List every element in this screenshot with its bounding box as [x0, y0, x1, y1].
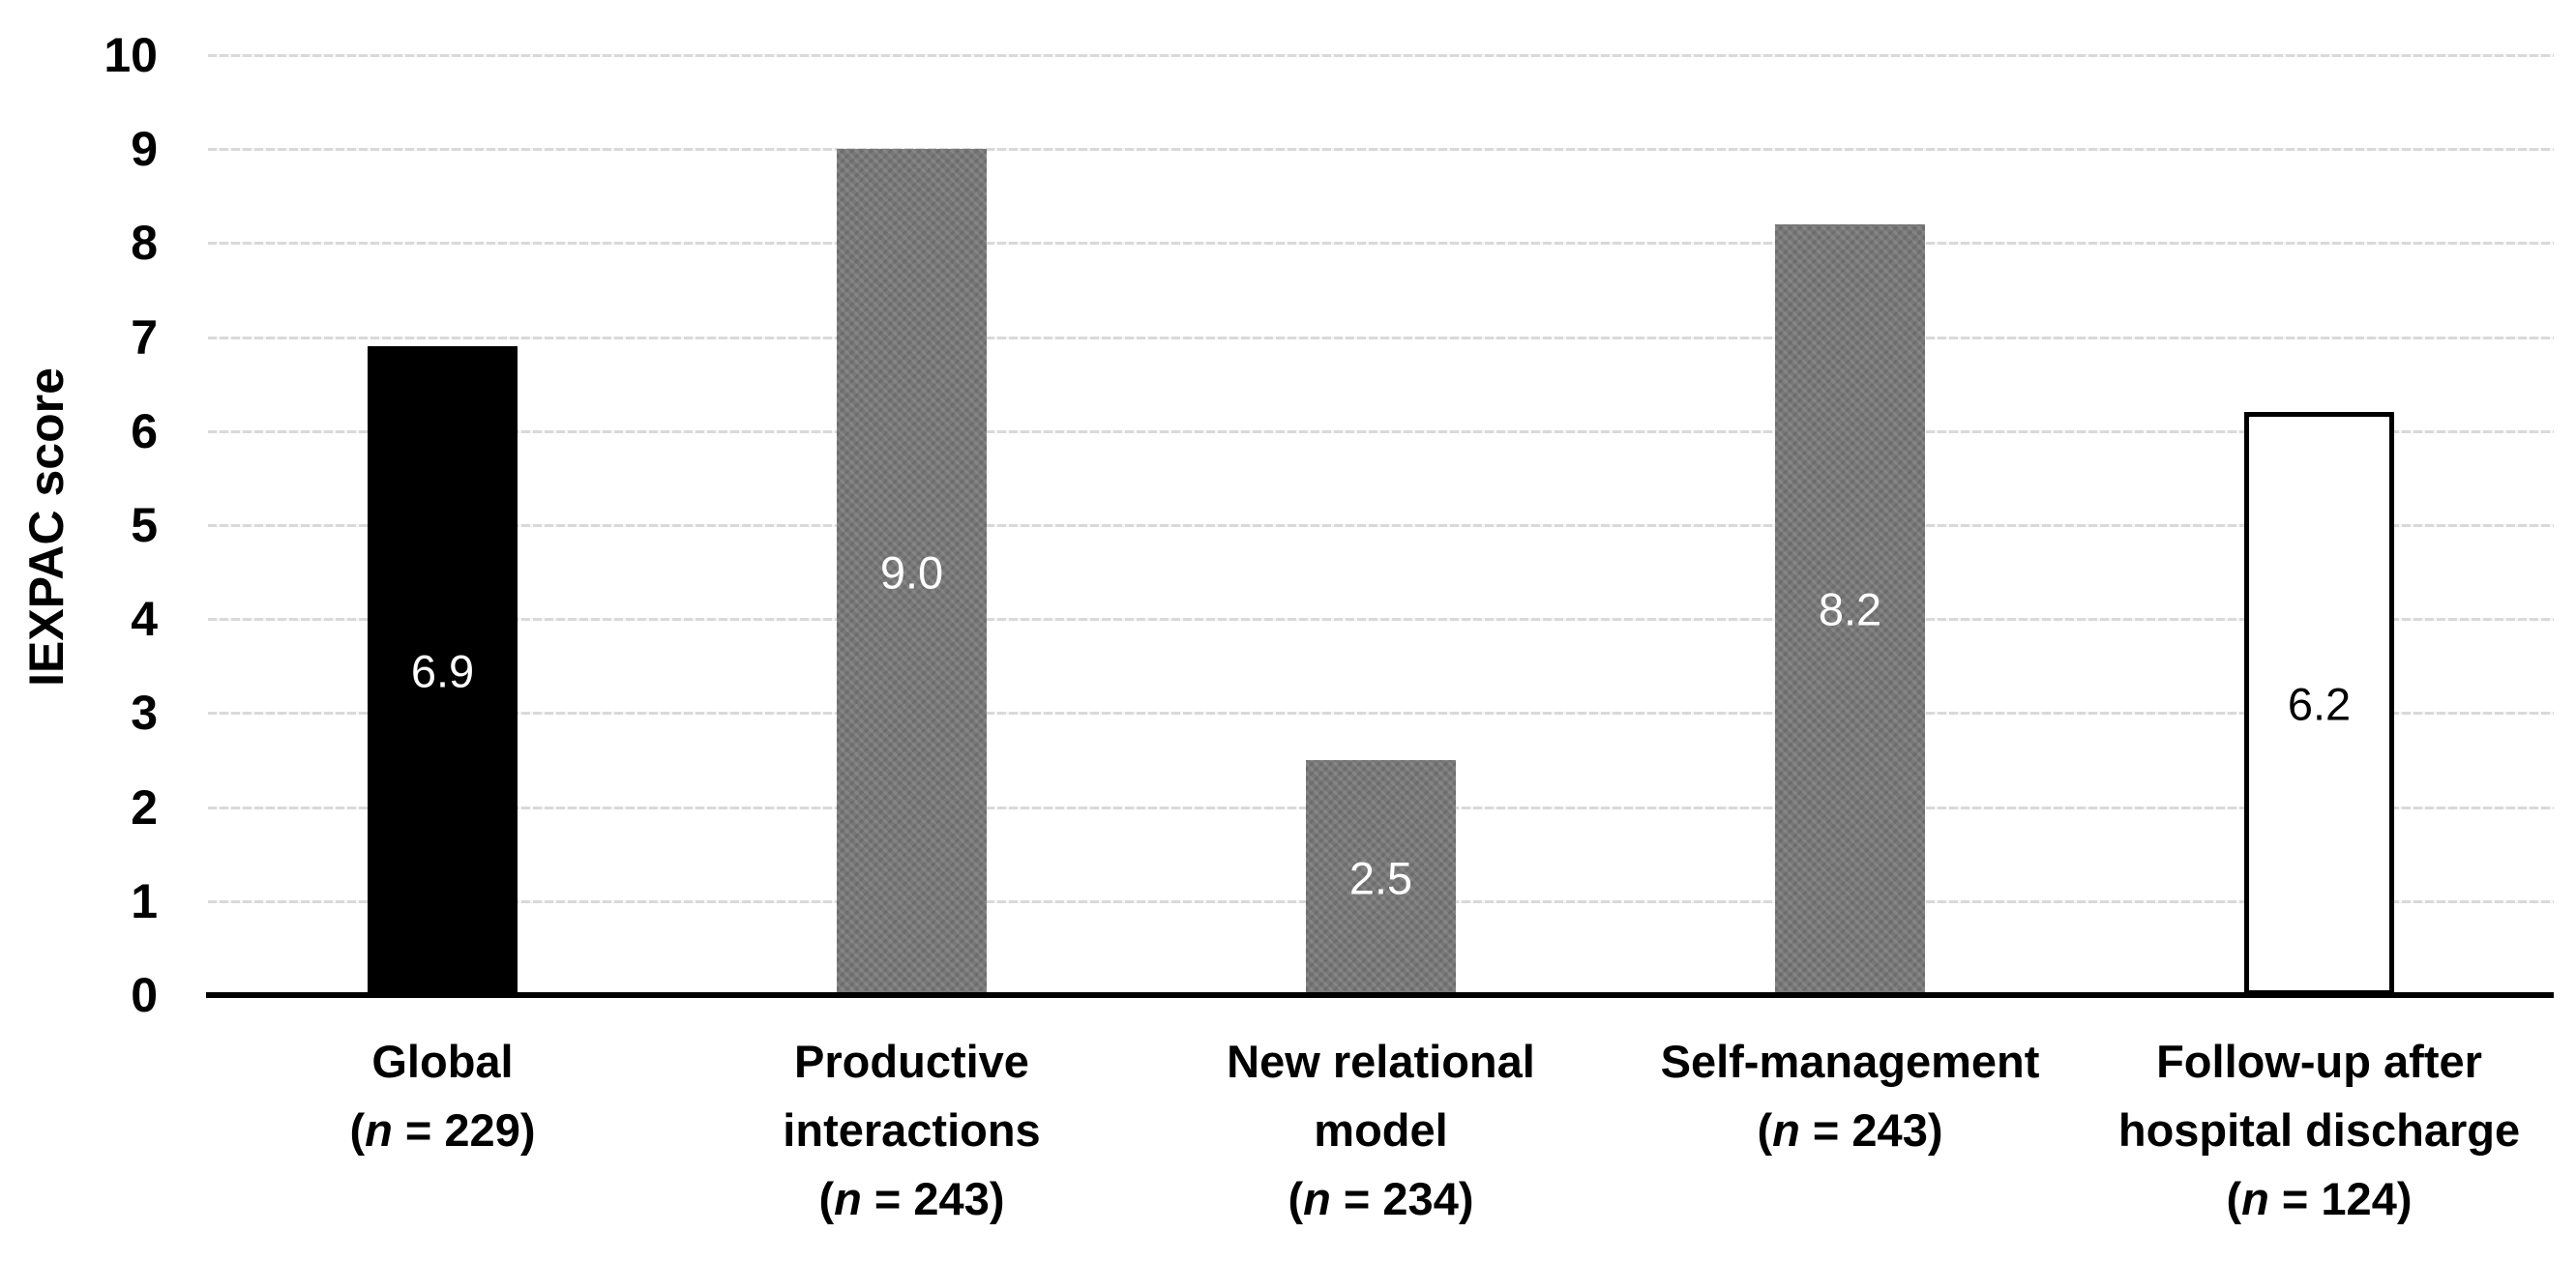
bar-value-label: 6.2: [2287, 678, 2352, 730]
bar-global: 6.9: [368, 346, 518, 995]
bar-productive-interactions: 9.0: [837, 149, 987, 995]
x-axis-line: [206, 992, 2554, 998]
category-name: Productive interactions: [783, 1036, 1041, 1156]
y-tick-label: 4: [131, 592, 158, 647]
category-label-new-relational-model: New relational model (n = 234): [1146, 1027, 1615, 1233]
category-label-global: Global (n = 229): [208, 1027, 677, 1233]
category-label-follow-up-after-hospital-discharge: Follow-up after hospital discharge (n = …: [2085, 1027, 2554, 1233]
plot-area: 6.9 9.0 2.5 8.2 6.2: [208, 54, 2554, 995]
y-tick-label: 2: [131, 779, 158, 835]
category-name: Global: [371, 1036, 514, 1087]
y-axis-ticks: 0 1 2 3 4 5 6 7 8 9 10: [0, 28, 158, 1022]
category-n-count: (n = 124): [2226, 1173, 2413, 1224]
bar-follow-up-after-hospital-discharge: 6.2: [2244, 412, 2394, 995]
bar-new-relational-model: 2.5: [1306, 760, 1456, 995]
category-n-count: (n = 229): [349, 1104, 536, 1156]
gridline: [208, 148, 2554, 152]
gridline: [208, 336, 2554, 339]
y-tick-label: 5: [131, 498, 158, 552]
category-name: Follow-up after hospital discharge: [2117, 1036, 2521, 1156]
y-tick-label: 8: [131, 216, 158, 271]
category-n-count: (n = 243): [1757, 1104, 1943, 1156]
y-tick-label: 0: [131, 968, 158, 1022]
gridline: [208, 429, 2554, 433]
category-name: New relational model: [1227, 1036, 1535, 1156]
gridline: [208, 618, 2554, 622]
y-tick-label: 6: [131, 403, 158, 458]
category-n-count: (n = 243): [818, 1173, 1005, 1224]
y-tick-label: 7: [131, 309, 158, 365]
gridline: [208, 54, 2554, 57]
category-axis-labels: Global (n = 229) Productive interactions…: [208, 1027, 2554, 1233]
bar-slot: 6.2: [2085, 55, 2554, 995]
category-label-productive-interactions: Productive interactions (n = 243): [677, 1027, 1146, 1233]
bar-value-label: 8.2: [1818, 583, 1882, 635]
category-label-self-management: Self-management (n = 243): [1615, 1027, 2085, 1233]
gridline: [208, 242, 2554, 246]
gridline: [208, 712, 2554, 716]
bar-value-label: 2.5: [1348, 852, 1413, 903]
bar-value-label: 6.9: [410, 645, 475, 697]
bar-slot: 6.9: [208, 55, 677, 995]
y-tick-label: 1: [131, 873, 158, 928]
bar-slot: 8.2: [1615, 55, 2085, 995]
bar-value-label: 9.0: [879, 546, 944, 599]
gridline: [208, 524, 2554, 527]
category-n-count: (n = 234): [1288, 1173, 1474, 1224]
bar-slot: 9.0: [677, 55, 1146, 995]
y-tick-label: 10: [104, 28, 158, 82]
category-name: Self-management: [1660, 1036, 2040, 1087]
bar-self-management: 8.2: [1775, 223, 1925, 995]
y-tick-label: 9: [131, 122, 158, 177]
bar-slot: 2.5: [1146, 55, 1615, 995]
y-tick-label: 3: [131, 686, 158, 741]
